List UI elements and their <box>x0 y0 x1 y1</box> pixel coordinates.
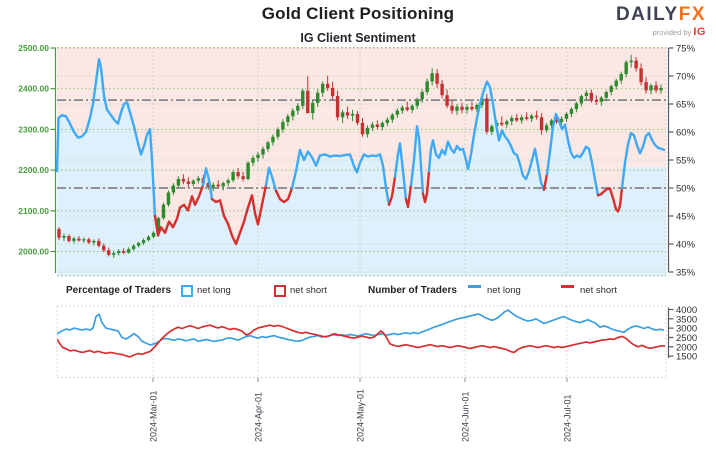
svg-text:70%: 70% <box>676 72 696 83</box>
date-axis: 2024-Mar-01 2024-Apr-01 2024-May-01 2024-Ju… <box>149 377 573 442</box>
trader-count-lines <box>57 309 666 358</box>
price-sentiment-panel: 2500.00 2400.00 2300.00 2200.00 2100.00 2000.… <box>18 43 695 279</box>
chart-legend: Percentage of Traders net long net short… <box>0 284 716 300</box>
net-short-count-line <box>57 324 666 358</box>
date-tick-label: 2024-Jul-01 <box>563 394 573 442</box>
dailyfx-logo: DAILYFX provided by IG <box>616 5 706 38</box>
legend-net-short-count-label: net short <box>580 285 617 296</box>
net-long-count-line <box>57 309 665 346</box>
lower-panel-gridlines <box>56 305 667 378</box>
date-tick-label: 2024-May-01 <box>356 389 366 442</box>
svg-text:2100.00: 2100.00 <box>18 206 49 216</box>
svg-text:45%: 45% <box>676 212 696 223</box>
svg-text:2500.00: 2500.00 <box>18 43 49 53</box>
legend-net-long-count-label: net long <box>487 285 521 296</box>
percent-axis-right: 75% 70% 65% 60% 55% 50% 45% 40% 35% <box>667 44 696 279</box>
svg-text:3500: 3500 <box>676 314 697 325</box>
svg-text:2400.00: 2400.00 <box>18 84 49 94</box>
svg-text:2200.00: 2200.00 <box>18 165 49 175</box>
date-tick-label: 2024-Mar-01 <box>149 390 159 442</box>
svg-text:50%: 50% <box>676 184 696 195</box>
sentiment-background-fill <box>57 47 666 276</box>
price-axis-left: 2500.00 2400.00 2300.00 2200.00 2100.00 2000.… <box>18 43 57 273</box>
svg-text:40%: 40% <box>676 240 696 251</box>
chart-subtitle: IG Client Sentiment <box>300 31 416 45</box>
legend-net-long-pct-swatch <box>181 285 193 297</box>
date-tick-label: 2024-Jun-01 <box>461 391 471 442</box>
legend-net-short-pct-swatch <box>274 285 286 297</box>
svg-text:4000: 4000 <box>676 305 697 316</box>
svg-text:1500: 1500 <box>676 352 697 363</box>
legend-pct-header: Percentage of Traders <box>66 285 172 296</box>
svg-text:2500: 2500 <box>676 333 697 344</box>
page-title: Gold Client Positioning <box>261 4 455 23</box>
svg-text:2300.00: 2300.00 <box>18 124 49 134</box>
svg-text:65%: 65% <box>676 100 696 111</box>
date-tick-label: 2024-Apr-01 <box>254 392 264 442</box>
provided-by-ig: provided by IG <box>652 26 706 38</box>
legend-net-long-pct-label: net long <box>197 285 231 296</box>
svg-text:3000: 3000 <box>676 324 697 335</box>
svg-text:2000.00: 2000.00 <box>18 247 49 257</box>
svg-text:35%: 35% <box>676 268 696 279</box>
legend-net-short-pct-label: net short <box>290 285 327 296</box>
svg-text:2000: 2000 <box>676 342 697 353</box>
ig-logo: IG <box>693 26 706 38</box>
svg-text:75%: 75% <box>676 44 696 55</box>
svg-text:55%: 55% <box>676 156 696 167</box>
client-sentiment-line <box>55 58 666 246</box>
svg-text:60%: 60% <box>676 128 696 139</box>
dailyfx-wordmark: DAILYFX <box>615 4 706 25</box>
legend-net-long-count-swatch <box>468 285 481 288</box>
legend-net-short-count-swatch <box>561 285 574 288</box>
legend-count-header: Number of Traders <box>368 285 457 296</box>
gold-candlestick-series <box>57 54 663 259</box>
